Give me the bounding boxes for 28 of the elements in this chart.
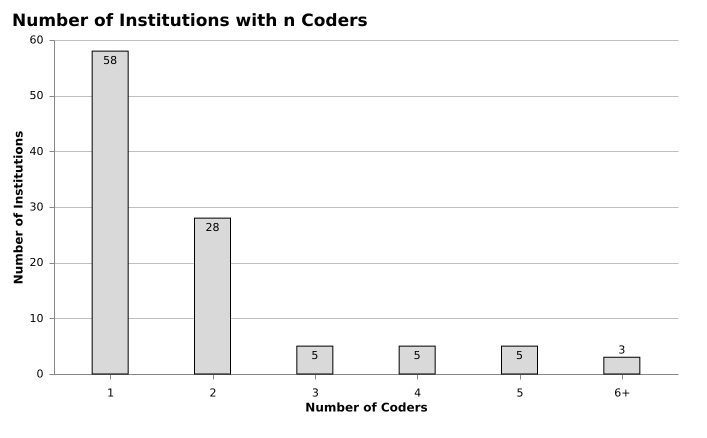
data-label: 3 bbox=[618, 343, 626, 356]
y-axis-title: Number of Institutions bbox=[12, 130, 26, 284]
x-tick-label: 3 bbox=[312, 386, 319, 400]
y-tick-label: 40 bbox=[30, 144, 44, 158]
bar bbox=[603, 356, 640, 374]
bar bbox=[194, 218, 231, 374]
y-tick-label: 60 bbox=[30, 34, 44, 46]
chart-title: Number of Institutions with n Coders bbox=[12, 11, 368, 31]
data-label: 58 bbox=[103, 54, 118, 68]
x-tick-label: 4 bbox=[414, 386, 422, 400]
bar bbox=[296, 346, 334, 374]
x-axis-title: Number of Coders bbox=[305, 400, 428, 414]
data-label: 5 bbox=[311, 349, 318, 362]
data-label: 5 bbox=[516, 349, 523, 362]
y-tick-label: 0 bbox=[36, 368, 44, 380]
y-tick-label: 10 bbox=[30, 312, 44, 325]
bar bbox=[398, 346, 436, 374]
bar bbox=[92, 50, 129, 374]
data-label: 28 bbox=[206, 221, 220, 234]
x-tick-label: 5 bbox=[516, 386, 524, 400]
bar bbox=[501, 346, 538, 374]
x-tick-label: 2 bbox=[210, 386, 216, 400]
data-label: 5 bbox=[414, 349, 421, 362]
x-tick-label: 1 bbox=[107, 386, 114, 400]
y-tick-label: 20 bbox=[30, 256, 44, 270]
y-tick-label: 50 bbox=[30, 89, 44, 102]
x-tick-label: 6+ bbox=[614, 386, 630, 400]
y-tick-label: 30 bbox=[30, 200, 44, 214]
